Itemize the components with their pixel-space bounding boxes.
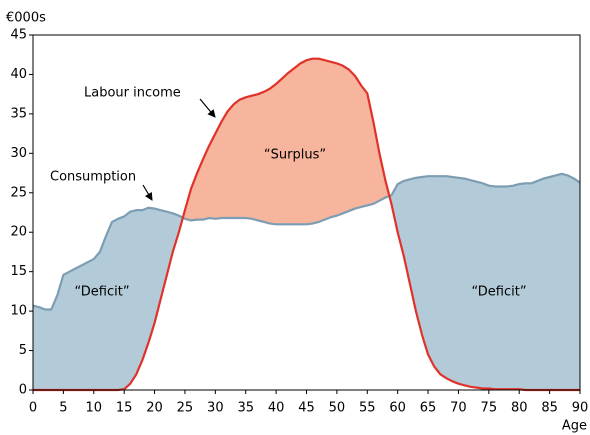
x-axis-label: Age	[562, 419, 587, 434]
x-tick-label: 80	[511, 401, 528, 416]
x-tick-label: 70	[450, 401, 467, 416]
y-tick-label: 15	[10, 264, 27, 279]
x-tick-label: 55	[359, 401, 376, 416]
annotation: “Deficit”	[471, 285, 526, 300]
series-line	[33, 57, 580, 392]
y-tick-label: 10	[10, 304, 27, 319]
y-tick-label: 25	[10, 185, 27, 200]
x-tick-label: 15	[116, 401, 133, 416]
x-tick-label: 30	[207, 401, 224, 416]
y-tick-label: 20	[10, 225, 27, 240]
x-tick-label: 75	[481, 401, 498, 416]
series-line	[32, 172, 581, 311]
y-tick-label: 5	[19, 343, 27, 358]
x-tick-label: 60	[389, 401, 406, 416]
x-tick-label: 90	[572, 401, 589, 416]
x-tick-label: 50	[329, 401, 346, 416]
annotation: “Surplus”	[264, 148, 326, 163]
annotation-arrow	[142, 184, 153, 201]
x-tick-label: 20	[146, 401, 163, 416]
deficit-area	[33, 173, 580, 390]
y-tick-label: 0	[19, 383, 27, 398]
x-tick-label: 10	[86, 401, 103, 416]
x-tick-label: 45	[298, 401, 315, 416]
x-tick-label: 35	[237, 401, 254, 416]
y-tick-label: 30	[10, 146, 27, 161]
y-tick-label: 40	[10, 67, 27, 82]
annotation: Labour income	[84, 86, 181, 101]
y-unit-label: €000s	[6, 11, 46, 26]
x-tick-label: 0	[29, 401, 37, 416]
y-tick-label: 45	[10, 28, 27, 43]
y-tick-label: 35	[10, 106, 27, 121]
x-tick-label: 65	[420, 401, 437, 416]
annotation: Consumption	[50, 170, 136, 185]
annotation-arrow	[199, 98, 216, 118]
annotation: “Deficit”	[74, 285, 129, 300]
x-tick-label: 25	[177, 401, 194, 416]
x-tick-label: 5	[59, 401, 67, 416]
x-tick-label: 85	[541, 401, 558, 416]
x-tick-label: 40	[268, 401, 285, 416]
